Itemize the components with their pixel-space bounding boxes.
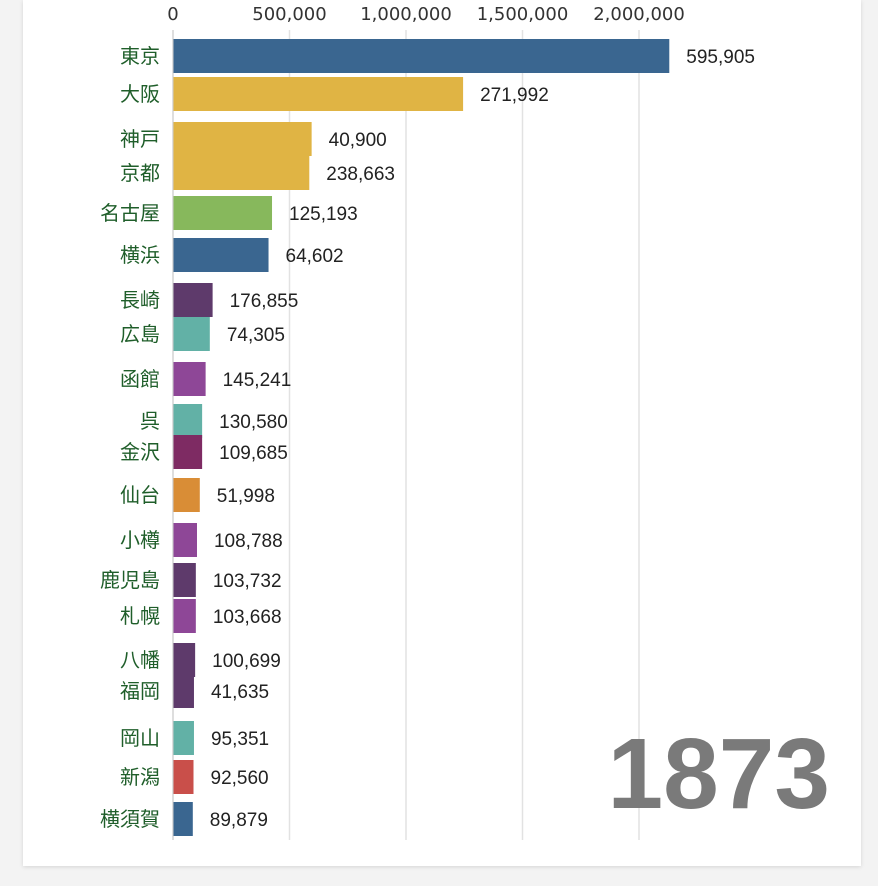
bar (173, 362, 206, 396)
bar (173, 238, 269, 272)
city-label: 京都 (120, 161, 160, 185)
x-tick-label: 500,000 (252, 4, 326, 25)
x-tick-label: 1,000,000 (360, 4, 452, 25)
city-label: 函館 (120, 367, 160, 391)
value-label: 108,788 (214, 531, 283, 552)
value-label: 103,732 (213, 571, 282, 592)
value-label: 125,193 (289, 204, 358, 225)
city-label: 横須賀 (100, 807, 160, 831)
city-label: 長崎 (120, 288, 160, 312)
value-label: 92,560 (211, 768, 269, 789)
value-label: 41,635 (211, 682, 269, 703)
city-label: 鹿児島 (100, 568, 160, 592)
bar (173, 802, 193, 836)
value-label: 238,663 (326, 164, 395, 185)
city-label: 神戸 (120, 127, 160, 151)
x-tick-label: 0 (167, 4, 178, 25)
city-label: 八幡 (120, 648, 160, 672)
value-label: 130,580 (219, 412, 288, 433)
bar (173, 523, 197, 557)
value-label: 74,305 (227, 325, 285, 346)
value-label: 176,855 (230, 291, 299, 312)
city-label: 呉 (140, 409, 160, 433)
city-label: 東京 (120, 44, 160, 68)
city-label: 大阪 (120, 82, 160, 106)
bar (173, 196, 273, 230)
bar (173, 599, 196, 633)
bar (173, 478, 200, 512)
value-label: 595,905 (686, 47, 755, 68)
bar (173, 563, 196, 597)
bar (173, 435, 203, 469)
bar (173, 77, 464, 111)
bar (173, 39, 670, 73)
city-label: 広島 (120, 322, 160, 346)
city-label: 金沢 (120, 440, 160, 464)
bar (173, 156, 310, 190)
bar (173, 760, 194, 794)
value-label: 89,879 (210, 810, 268, 831)
city-label: 名古屋 (100, 201, 160, 225)
bar (173, 283, 213, 317)
value-label: 271,992 (480, 85, 549, 106)
value-label: 100,699 (212, 651, 281, 672)
bar (173, 721, 194, 755)
value-label: 51,998 (217, 486, 275, 507)
city-label: 札幌 (120, 604, 160, 628)
year-label: 1873 (608, 718, 830, 830)
city-label: 新潟 (120, 765, 160, 789)
bar (173, 404, 203, 438)
value-label: 145,241 (223, 370, 292, 391)
city-label: 福岡 (120, 679, 160, 703)
chart-card (23, 0, 861, 866)
bar (173, 317, 210, 351)
city-label: 仙台 (120, 483, 160, 507)
city-label: 横浜 (120, 243, 160, 267)
bar (173, 674, 194, 708)
city-label: 小樽 (120, 528, 160, 552)
value-label: 64,602 (286, 246, 344, 267)
value-label: 95,351 (211, 729, 269, 750)
city-label: 岡山 (120, 726, 160, 750)
value-label: 40,900 (329, 130, 387, 151)
value-label: 109,685 (219, 443, 288, 464)
bar (173, 122, 312, 156)
value-label: 103,668 (213, 607, 282, 628)
x-tick-label: 2,000,000 (593, 4, 685, 25)
x-tick-label: 1,500,000 (477, 4, 569, 25)
bar (173, 643, 196, 677)
